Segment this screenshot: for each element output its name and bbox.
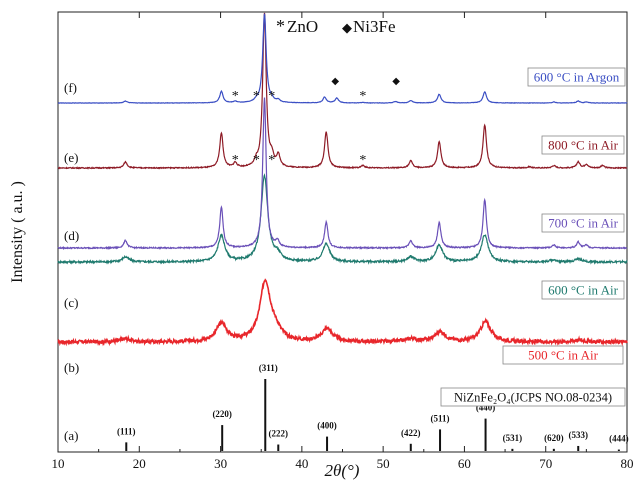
series-name-label: 600 °C in Air [548, 283, 619, 298]
hkl-label: (440) [476, 403, 496, 413]
x-tick-label: 40 [295, 456, 308, 471]
reference-name-box [440, 387, 626, 407]
zno-marker: * [232, 89, 239, 104]
hkl-label: (444) [609, 434, 629, 444]
zno-marker: * [359, 89, 366, 104]
hkl-label: (400) [317, 421, 337, 431]
zno-marker: * [253, 89, 260, 104]
zno-marker: * [232, 153, 239, 168]
trace-label: (d) [64, 228, 79, 243]
x-tick-label: 80 [621, 456, 634, 471]
trace-label: (a) [64, 428, 78, 443]
hkl-label: (220) [212, 409, 232, 419]
x-tick-label: 70 [539, 456, 552, 471]
zno-marker: * [268, 89, 275, 104]
series-name-box [541, 135, 625, 155]
ni3fe-marker: ◆ [392, 76, 400, 87]
series-name-label: 600 °C in Argon [534, 70, 620, 85]
legend-symbol: * [276, 16, 285, 36]
ni3fe-marker: ◆ [331, 76, 339, 87]
x-tick-label: 30 [214, 456, 227, 471]
hkl-label: (511) [431, 413, 450, 423]
series-name-label: 700 °C in Air [548, 216, 619, 231]
hkl-label: (111) [117, 426, 136, 436]
hkl-label: (311) [259, 363, 278, 373]
series-line [57, 278, 628, 347]
hkl-label: (620) [544, 433, 564, 443]
hkl-label: (533) [568, 430, 588, 440]
phase-legend: * ZnO ◆ Ni3Fe [276, 16, 396, 36]
x-tick-label: 50 [377, 456, 390, 471]
hkl-label: (531) [503, 433, 523, 443]
x-axis: 10 20 30 40 50 60 70 80 [52, 12, 634, 471]
hkl-label: (422) [401, 428, 421, 438]
x-axis-label: 2θ(°) [325, 461, 360, 480]
series-name-box [502, 345, 624, 365]
series-line [57, 97, 628, 251]
y-axis-label: Intensity ( a.u. ) [9, 181, 26, 283]
series-name-label: 500 °C in Air [528, 348, 599, 363]
zno-marker: * [253, 153, 260, 168]
reference-name-label: NiZnFe₂O₄(JCPS NO.08-0234) [454, 391, 612, 405]
trace-label: (c) [64, 295, 78, 310]
trace-label: (f) [64, 80, 77, 95]
series-line [57, 12, 628, 170]
series-traces: (b) 500 °C in Air (c) 600 °C in Air (d) 700 °… [57, 12, 628, 375]
reference-pattern: (111) (220) (311) (222) (400) (422) (511) (440)… [64, 363, 629, 451]
hkl-label: (222) [269, 429, 289, 439]
series-name-box [527, 67, 626, 87]
series-line [57, 173, 628, 265]
series-line [57, 13, 628, 104]
legend-symbol: ◆ [342, 20, 352, 35]
x-tick-label: 60 [458, 456, 471, 471]
trace-label: (b) [64, 360, 79, 375]
legend-label: ZnO [287, 17, 318, 36]
series-name-label: 800 °C in Air [548, 138, 619, 153]
phase-markers: * * * * ◆ ◆ * * * * [232, 76, 401, 168]
x-tick-label: 20 [133, 456, 146, 471]
zno-marker: * [268, 153, 275, 168]
series-name-box [541, 213, 625, 233]
series-name-box [541, 280, 625, 300]
legend-label: Ni3Fe [353, 17, 396, 36]
zno-marker: * [359, 153, 366, 168]
x-tick-label: 10 [52, 456, 65, 471]
trace-label: (e) [64, 150, 78, 165]
